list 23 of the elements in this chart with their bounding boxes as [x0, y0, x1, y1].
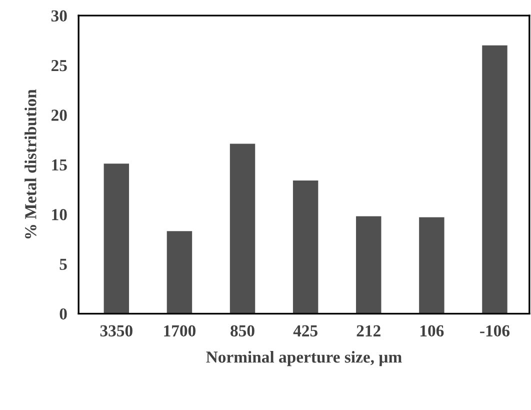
- bar: [356, 216, 382, 314]
- y-tick-label: 10: [52, 208, 67, 220]
- bar: [166, 231, 192, 314]
- y-tick-label: 25: [52, 60, 67, 72]
- x-tick-label: 106: [420, 325, 444, 336]
- x-tick-label: -106: [480, 325, 510, 336]
- bar: [292, 180, 318, 314]
- y-tick-label: 15: [52, 159, 67, 171]
- y-tick-label: 30: [51, 10, 67, 22]
- y-tick-label: 20: [52, 110, 67, 121]
- x-tick-label: 425: [293, 325, 318, 336]
- bar: [482, 45, 508, 314]
- bar: [104, 164, 130, 314]
- x-tick-label: 212: [356, 325, 380, 336]
- x-axis-title: Norminal aperture size, µm: [206, 350, 402, 366]
- y-axis-title: % Metal distribution: [24, 89, 36, 238]
- y-tick-label: 0: [60, 308, 67, 320]
- x-tick-label: 3350: [100, 325, 132, 336]
- y-tick-label: 5: [60, 258, 67, 270]
- x-tick-label: 850: [230, 325, 254, 336]
- bar: [230, 144, 256, 314]
- x-tick-label: 1700: [164, 325, 196, 336]
- bar: [419, 217, 444, 314]
